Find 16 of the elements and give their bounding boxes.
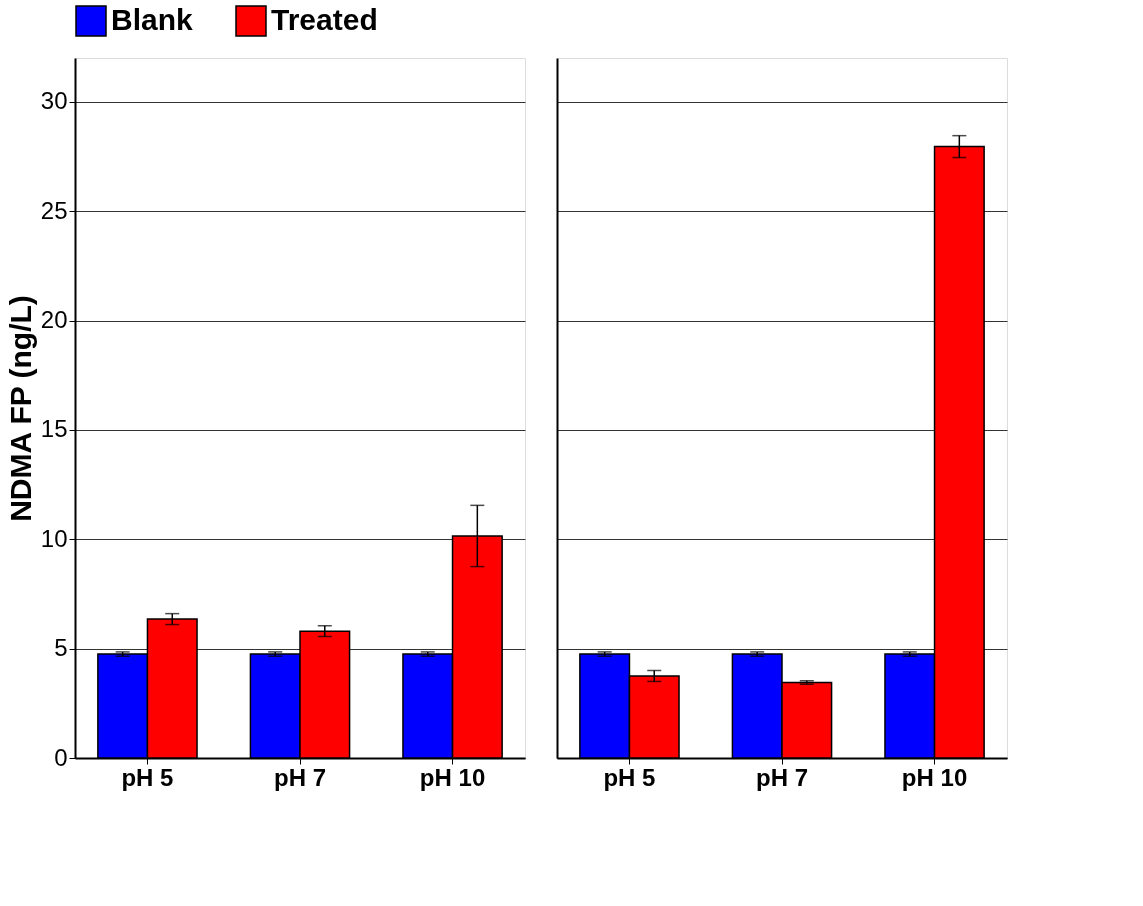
x-tick-label: pH 7 <box>273 763 327 791</box>
y-tick-label: 25 <box>40 196 68 224</box>
x-tick-label: pH 5 <box>121 763 174 791</box>
legend-label: Treated <box>271 3 378 36</box>
y-tick-label: 5 <box>54 634 68 662</box>
y-axis-title: NDMA FP (ng/L) <box>3 295 37 522</box>
x-tick-label: pH 5 <box>603 763 656 791</box>
x-tick-label: pH 7 <box>755 763 809 791</box>
legend-label: Blank <box>111 3 194 36</box>
x-tick-label: pH 10 <box>419 763 486 791</box>
x-tick-label: pH 10 <box>901 763 968 791</box>
y-tick-label: 0 <box>54 743 68 771</box>
y-tick-label: 10 <box>40 524 68 552</box>
y-tick-label: 30 <box>40 87 68 115</box>
y-tick-label: 15 <box>40 415 68 443</box>
y-tick-label: 20 <box>40 306 68 333</box>
